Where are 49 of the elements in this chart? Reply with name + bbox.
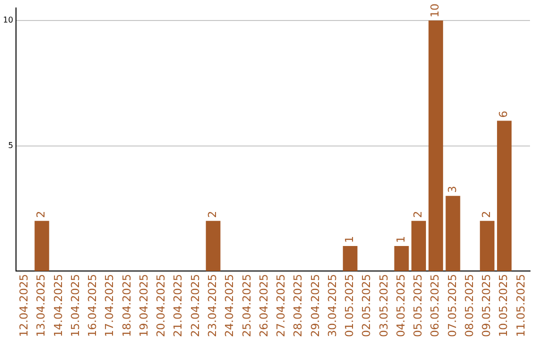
x-tick-label: 22.04.2025 bbox=[188, 274, 202, 338]
x-tick-label: 17.04.2025 bbox=[103, 274, 116, 338]
y-tick-label: 5 bbox=[8, 140, 14, 150]
bar bbox=[34, 220, 50, 272]
bar bbox=[497, 120, 512, 272]
bar bbox=[480, 220, 494, 272]
x-tick-label: 06.05.2025 bbox=[428, 274, 442, 338]
x-tick-label: 01.05.2025 bbox=[343, 274, 356, 338]
x-tick-label: 13.04.2025 bbox=[34, 274, 48, 338]
x-tick-label: 10.05.2025 bbox=[497, 274, 510, 338]
x-tick-label: 24.04.2025 bbox=[223, 274, 236, 338]
x-tick-label: 23.04.2025 bbox=[206, 274, 220, 338]
x-tick-label: 29.04.2025 bbox=[308, 274, 322, 338]
data-label: 2 bbox=[206, 210, 220, 218]
x-tick-label: 27.04.2025 bbox=[274, 274, 288, 338]
x-tick-label: 21.04.2025 bbox=[172, 274, 185, 338]
bar bbox=[342, 246, 358, 272]
x-tick-label: 30.04.2025 bbox=[326, 274, 339, 338]
bar bbox=[206, 220, 220, 272]
x-tick-label: 25.04.2025 bbox=[240, 274, 254, 338]
data-label: 1 bbox=[343, 236, 356, 243]
x-tick-label: 28.04.2025 bbox=[292, 274, 305, 338]
x-tick-label: 07.05.2025 bbox=[446, 274, 459, 338]
x-tick-label: 15.04.2025 bbox=[68, 274, 82, 338]
bar bbox=[428, 20, 444, 272]
bar bbox=[394, 246, 409, 272]
x-tick-label: 19.04.2025 bbox=[137, 274, 150, 338]
data-label: 3 bbox=[446, 186, 459, 193]
data-label: 2 bbox=[480, 210, 494, 218]
x-tick-label: 08.05.2025 bbox=[462, 274, 476, 338]
x-tick-label: 09.05.2025 bbox=[480, 274, 494, 338]
bar bbox=[411, 220, 426, 272]
data-label: 1 bbox=[394, 236, 408, 243]
x-tick-label: 14.04.2025 bbox=[52, 274, 65, 338]
x-tick-label: 18.04.2025 bbox=[120, 274, 134, 338]
data-label: 10 bbox=[428, 4, 442, 18]
x-tick-label: 20.04.2025 bbox=[154, 274, 168, 338]
bar bbox=[446, 196, 460, 272]
data-label: 2 bbox=[34, 210, 48, 218]
x-tick-label: 03.05.2025 bbox=[377, 274, 390, 338]
x-tick-label: 04.05.2025 bbox=[394, 274, 408, 338]
data-label: 6 bbox=[497, 110, 510, 118]
x-tick-label: 26.04.2025 bbox=[257, 274, 270, 338]
x-tick-label: 16.04.2025 bbox=[86, 274, 100, 338]
x-tick-label: 12.04.2025 bbox=[18, 274, 31, 338]
x-tick-label: 11.05.2025 bbox=[514, 274, 528, 338]
x-tick-label: 05.05.2025 bbox=[412, 274, 425, 338]
x-tick-label: 02.05.2025 bbox=[360, 274, 374, 338]
data-label: 2 bbox=[412, 210, 425, 218]
